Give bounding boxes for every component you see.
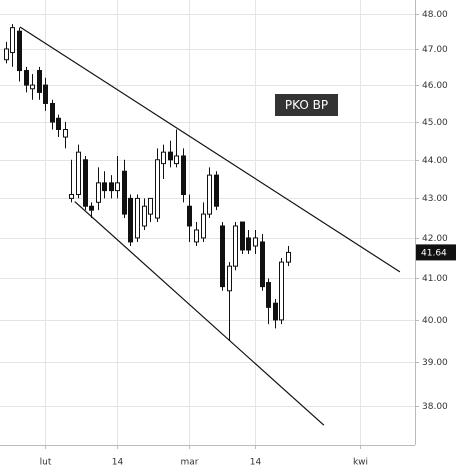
candle-body <box>96 182 101 203</box>
candle-body <box>17 30 22 72</box>
y-tick-label: 45.00 <box>422 118 448 128</box>
candle-body <box>109 182 114 192</box>
candle-body <box>135 197 140 239</box>
candle-body <box>240 221 245 251</box>
candle-body <box>286 251 291 263</box>
symbol-label: PKO BP <box>285 98 328 112</box>
candle-body <box>233 225 238 267</box>
candle-body <box>187 205 192 227</box>
trendline <box>74 201 325 426</box>
candle-body <box>220 225 225 288</box>
last-price-label: 41.64 <box>421 248 447 258</box>
candle-body <box>260 241 265 288</box>
candle-body <box>122 170 127 215</box>
candle-body <box>76 151 81 196</box>
candle-body <box>194 229 199 243</box>
candle-body <box>56 117 61 131</box>
candle-body <box>37 70 42 93</box>
candle-body <box>227 265 232 292</box>
candle-body <box>246 237 251 251</box>
candle-body <box>50 102 55 123</box>
candle-body <box>174 155 179 165</box>
candle-body <box>128 197 133 243</box>
candle-body <box>155 159 160 219</box>
last-price-box <box>416 244 456 261</box>
candle-body <box>63 129 68 138</box>
candle-body <box>102 182 107 192</box>
candle-body <box>10 27 15 54</box>
candle-body <box>142 205 147 227</box>
candle-body <box>273 302 278 321</box>
candle-body <box>214 174 219 207</box>
candle-body <box>279 261 284 321</box>
y-tick-label: 43.00 <box>422 194 448 204</box>
y-tick-label: 39.00 <box>422 358 448 368</box>
x-tick-label: 14 <box>112 458 124 468</box>
candle-body <box>266 282 271 308</box>
y-tick-label: 47.00 <box>422 45 448 55</box>
candle-body <box>253 237 258 247</box>
candle-body <box>89 205 94 211</box>
candle-body <box>83 159 88 207</box>
candle-body <box>4 48 9 61</box>
candle-body <box>115 182 120 192</box>
y-tick-label: 38.00 <box>422 402 448 412</box>
x-tick-label: 14 <box>250 458 262 468</box>
candle-body <box>69 194 74 199</box>
y-tick-label: 40.00 <box>422 316 448 326</box>
y-tick-label: 41.00 <box>422 274 448 284</box>
y-tick-label: 48.00 <box>422 10 448 20</box>
candle-body <box>43 84 48 104</box>
candle-body <box>181 155 186 196</box>
candle-body <box>24 70 29 86</box>
plot <box>4 24 401 426</box>
candle-body <box>161 151 166 165</box>
candle-body <box>201 213 206 239</box>
y-tick-label: 42.00 <box>422 234 448 244</box>
candle-body <box>30 84 35 90</box>
symbol-box <box>275 94 338 116</box>
x-tick-label: lut <box>40 458 52 468</box>
y-tick-label: 44.00 <box>422 156 448 166</box>
candle-body <box>207 174 212 215</box>
trendline <box>19 26 401 273</box>
candle-body <box>148 197 153 215</box>
x-tick-label: mar <box>181 458 199 468</box>
y-tick-label: 46.00 <box>422 81 448 91</box>
candle-body <box>168 151 173 161</box>
x-tick-label: kwi <box>353 458 368 468</box>
